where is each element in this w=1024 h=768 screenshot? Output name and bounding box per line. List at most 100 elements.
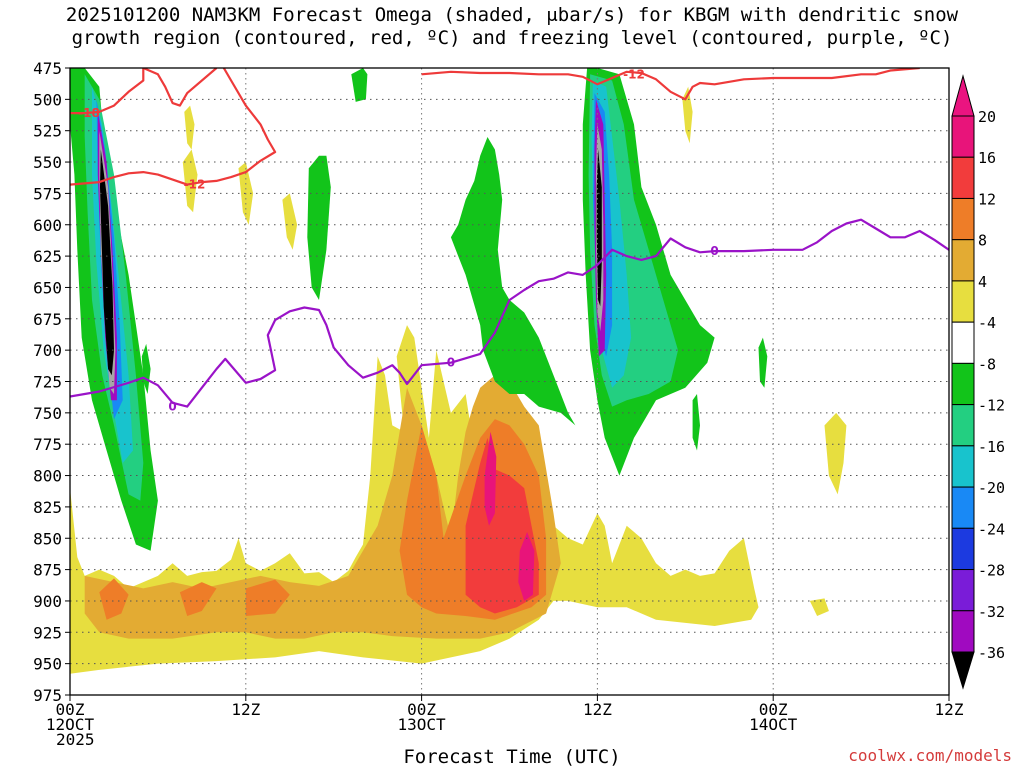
omega-region-27	[692, 394, 700, 451]
omega-region-4	[179, 582, 217, 616]
chart-title: 2025101200 NAM3KM Forecast Omega (shaded…	[0, 4, 1024, 50]
colorbar-label-4: 4	[978, 273, 987, 291]
omega-region-29	[824, 412, 847, 495]
freezing-level-line	[70, 218, 949, 408]
terrain-surface	[70, 695, 949, 708]
freezing-level-label-0: 0	[168, 400, 176, 414]
y-tick-label-725: 725	[33, 373, 62, 392]
x-tick-label-24-1: 13OCT	[398, 715, 447, 734]
y-tick-label-700: 700	[33, 341, 62, 360]
omega-region-28	[758, 337, 768, 388]
omega-region-5	[245, 579, 290, 616]
colorbar-label-9: -20	[978, 479, 1005, 497]
x-tick-label-0-1: 12OCT	[46, 715, 95, 734]
y-tick-label-875: 875	[33, 561, 62, 580]
colorbar-swatch-6	[951, 362, 975, 406]
y-tick-label-550: 550	[33, 153, 62, 172]
x-tick-label-48-1: 14OCT	[749, 715, 798, 734]
omega-region-30	[809, 598, 829, 616]
y-tick-label-625: 625	[33, 247, 62, 266]
omega-region-24	[307, 155, 331, 300]
y-tick-label-500: 500	[33, 90, 62, 109]
omega-shading	[70, 68, 847, 674]
omega-region-23	[450, 137, 576, 426]
colorbar-swatch-1	[951, 156, 975, 199]
colorbar-swatch-10	[951, 527, 975, 571]
colorbar-label-7: -12	[978, 397, 1005, 415]
y-tick-label-800: 800	[33, 467, 62, 486]
colorbar-swatch-3	[951, 239, 975, 282]
colorbar-label-1: 16	[978, 149, 996, 167]
dgz-minus18-line	[70, 68, 145, 115]
y-tick-label-925: 925	[33, 623, 62, 642]
colorbar-label-5: -4	[978, 314, 996, 332]
colorbar-label-2: 12	[978, 190, 996, 208]
colorbar-swatch-11	[951, 569, 975, 612]
y-tick-label-950: 950	[33, 655, 62, 674]
x-tick-label-0-2: 2025	[56, 730, 95, 749]
colorbar-swatch-8	[951, 445, 975, 488]
colorbar: 20 16 12 8 4 -4 -8 -12 -16 -20 -24 -28 -32 -36	[951, 74, 1005, 690]
title-line-2: growth region (contoured, red, ºC) and f…	[71, 27, 953, 49]
y-tick-label-675: 675	[33, 310, 62, 329]
colorbar-top-arrow	[951, 74, 975, 117]
omega-region-3	[99, 578, 129, 620]
x-axis-title: Forecast Time (UTC)	[403, 746, 621, 768]
omega-region-22	[596, 149, 602, 307]
y-tick-label-825: 825	[33, 498, 62, 517]
dgz-minus12-label-0: -12	[184, 178, 206, 192]
title-line-1: 2025101200 NAM3KM Forecast Omega (shaded…	[65, 4, 959, 26]
pressure-axis: 475 500 525 550 575 600 625 650 675 700 725 750 775 8…	[33, 59, 70, 705]
colorbar-swatch-0	[951, 115, 975, 158]
y-tick-label-750: 750	[33, 404, 62, 423]
x-tick-label-24-0: 00Z	[407, 700, 436, 719]
dgz-right-label-0: -12	[623, 67, 645, 81]
freezing-level-label-1: 0	[447, 356, 455, 370]
y-tick-label-775: 775	[33, 435, 62, 454]
credit-text: coolwx.com/models	[848, 746, 1012, 765]
colorbar-label-12: -32	[978, 603, 1005, 621]
dgz-minus12-line	[70, 68, 277, 186]
omega-region-15	[100, 149, 114, 376]
x-tick-label-48-0: 00Z	[759, 700, 788, 719]
colorbar-swatch-5	[951, 321, 975, 364]
omega-region-32	[184, 105, 195, 150]
colorbar-label-13: -36	[978, 644, 1005, 662]
y-tick-label-575: 575	[33, 184, 62, 203]
colorbar-swatch-4	[951, 280, 975, 323]
x-tick-label-12-0: 12Z	[231, 700, 260, 719]
omega-region-31	[682, 86, 693, 144]
freezing-level-label-2: 0	[710, 244, 718, 258]
y-tick-label-975: 975	[33, 686, 62, 705]
colorbar-swatch-12	[951, 610, 975, 653]
y-tick-label-900: 900	[33, 592, 62, 611]
terrain-fill	[70, 695, 949, 708]
y-tick-label-475: 475	[33, 59, 62, 78]
x-tick-label-0-0: 00Z	[56, 700, 85, 719]
y-tick-label-600: 600	[33, 216, 62, 235]
y-tick-label-525: 525	[33, 122, 62, 141]
plot-grid	[70, 68, 949, 695]
x-tick-label-60-0: 12Z	[935, 700, 964, 719]
dgz-minus18-label-0: -18	[78, 106, 100, 120]
x-tick-label-36-0: 12Z	[583, 700, 612, 719]
colorbar-label-0: 20	[978, 108, 996, 126]
colorbar-swatch-9	[951, 486, 975, 529]
dgz-upper-line	[142, 68, 218, 107]
omega-region-35	[182, 149, 198, 213]
omega-region-33	[282, 193, 298, 250]
dgz-right-line	[421, 68, 920, 101]
contour-lines: 0 0 0 -12 -18 -12	[70, 67, 949, 414]
omega-region-8	[518, 532, 535, 601]
colorbar-swatch-2	[951, 197, 975, 241]
colorbar-label-11: -28	[978, 562, 1005, 580]
colorbar-label-10: -24	[978, 520, 1005, 538]
colorbar-bottom-arrow	[951, 651, 975, 690]
colorbar-label-8: -16	[978, 438, 1005, 456]
colorbar-swatch-7	[951, 404, 975, 447]
omega-region-7	[484, 431, 497, 526]
colorbar-label-6: -8	[978, 355, 996, 373]
y-tick-label-650: 650	[33, 278, 62, 297]
